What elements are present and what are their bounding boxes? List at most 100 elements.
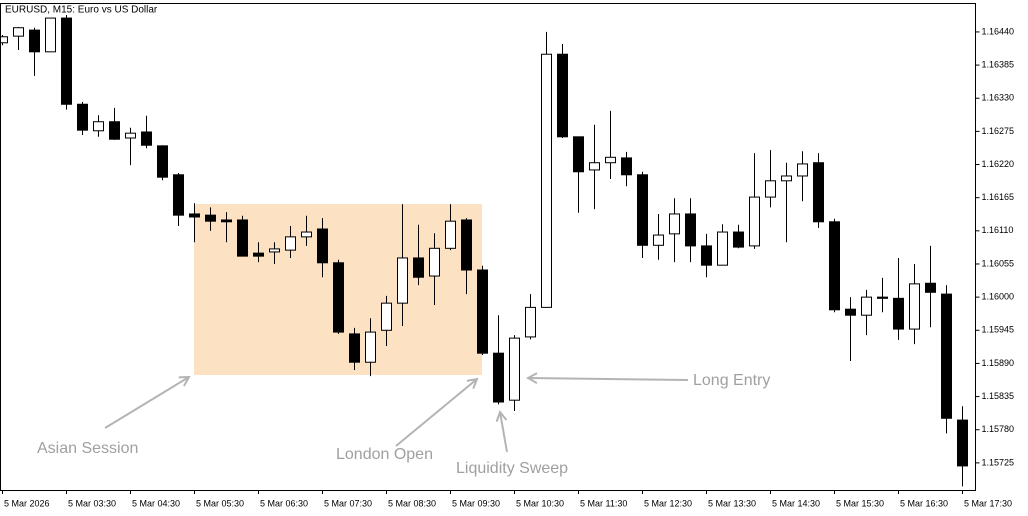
candle-body: [349, 333, 360, 363]
candle-body: [93, 121, 104, 132]
y-tick-label: 1.15835: [982, 391, 1015, 401]
candle-body: [509, 337, 520, 401]
y-tick-label: 1.16000: [982, 292, 1015, 302]
candle-body: [237, 219, 248, 257]
candle-body: [13, 27, 24, 37]
candle-body: [941, 293, 952, 419]
candle-body: [557, 53, 568, 138]
y-tick-label: 1.16385: [982, 59, 1015, 69]
candle-body: [461, 219, 472, 271]
x-tick-label: 5 Mar 15:30: [836, 498, 884, 508]
candle-body: [1, 36, 8, 44]
candle-body: [637, 174, 648, 246]
x-tick-label: 5 Mar 08:30: [388, 498, 436, 508]
candle-body: [813, 162, 824, 223]
arrow: [500, 412, 508, 453]
candles: [1, 15, 968, 487]
candle-body: [781, 175, 792, 182]
candle-body: [445, 220, 456, 249]
candle-body: [925, 282, 936, 293]
candle-body: [829, 221, 840, 311]
annotation: Long Entry: [693, 372, 770, 389]
candle-body: [589, 162, 600, 171]
candle-body: [765, 180, 776, 198]
candle-body: [701, 245, 712, 266]
candle-body: [413, 257, 424, 278]
candle-body: [397, 257, 408, 304]
x-tick-label: 5 Mar 12:30: [644, 498, 692, 508]
arrow: [104, 377, 189, 429]
candle-body: [685, 213, 696, 247]
y-tick-label: 1.16110: [982, 225, 1014, 235]
x-tick-label: 5 Mar 03:30: [68, 498, 116, 508]
annotation-arrows: [104, 377, 689, 453]
x-tick-label: 5 Mar 06:30: [260, 498, 308, 508]
candle-body: [285, 236, 296, 251]
y-tick-label: 1.16440: [982, 26, 1015, 36]
candle-body: [221, 219, 232, 223]
candle-body: [61, 17, 72, 105]
candle-body: [205, 214, 216, 222]
candle-body: [733, 231, 744, 248]
candle-body: [77, 103, 88, 131]
candle-body: [717, 231, 728, 266]
candle-body: [493, 352, 504, 403]
candle-body: [125, 132, 136, 139]
x-tick-label: 5 Mar 13:30: [708, 498, 756, 508]
plot-frame: [0, 3, 976, 491]
x-tick-label: 5 Mar 04:30: [132, 498, 180, 508]
candle-body: [189, 213, 200, 218]
candle-body: [573, 136, 584, 173]
candle-body: [269, 248, 280, 253]
candle-body: [429, 247, 440, 277]
candle-body: [157, 145, 168, 178]
x-tick-label: 5 Mar 10:30: [516, 498, 564, 508]
candle-body: [909, 283, 920, 330]
candle-body: [749, 196, 760, 247]
chart-title: EURUSD, M15: Euro vs US Dollar: [5, 5, 158, 16]
candle-body: [541, 53, 552, 308]
candle-body: [669, 213, 680, 235]
y-tick-label: 1.15780: [982, 424, 1015, 434]
candle-body: [477, 269, 488, 354]
candle-body: [797, 163, 808, 177]
x-tick-label: 5 Mar 11:30: [580, 498, 627, 508]
candle-body: [253, 252, 264, 257]
y-tick-label: 1.15890: [982, 358, 1015, 368]
y-tick-label: 1.16275: [982, 126, 1015, 136]
x-tick-label: 5 Mar 07:30: [324, 498, 372, 508]
candle-body: [893, 297, 904, 330]
annotation: London Open: [336, 446, 433, 463]
candle-body: [45, 17, 56, 53]
candle-body: [301, 231, 312, 238]
arrow: [395, 379, 477, 447]
x-tick-label: 5 Mar 09:30: [452, 498, 500, 508]
candle-body: [621, 157, 632, 176]
candle-body: [381, 302, 392, 331]
candle-body: [141, 131, 152, 146]
candle-body: [861, 296, 872, 316]
candle-body: [365, 331, 376, 363]
annotation: Liquidity Sweep: [456, 460, 568, 477]
candle-body: [317, 228, 328, 264]
candle-body: [957, 419, 968, 467]
y-tick-label: 1.16165: [982, 192, 1015, 202]
y-tick-label: 1.16220: [982, 159, 1015, 169]
arrow: [528, 378, 689, 380]
x-tick-label: 5 Mar 14:30: [772, 498, 820, 508]
candle-body: [653, 234, 664, 246]
candle-body: [525, 306, 536, 338]
candle-body: [877, 296, 888, 299]
candle-body: [173, 174, 184, 216]
y-tick-label: 1.15725: [982, 457, 1015, 467]
y-tick-label: 1.16330: [982, 93, 1015, 103]
y-tick-label: 1.16055: [982, 258, 1015, 268]
x-tick-label: 5 Mar 17:30: [964, 498, 1012, 508]
x-tick-label: 5 Mar 05:30: [196, 498, 244, 508]
y-tick-label: 1.15945: [982, 325, 1015, 335]
candle-body: [29, 29, 40, 53]
candle-body: [109, 121, 120, 140]
x-tick-label: 5 Mar 16:30: [900, 498, 948, 508]
